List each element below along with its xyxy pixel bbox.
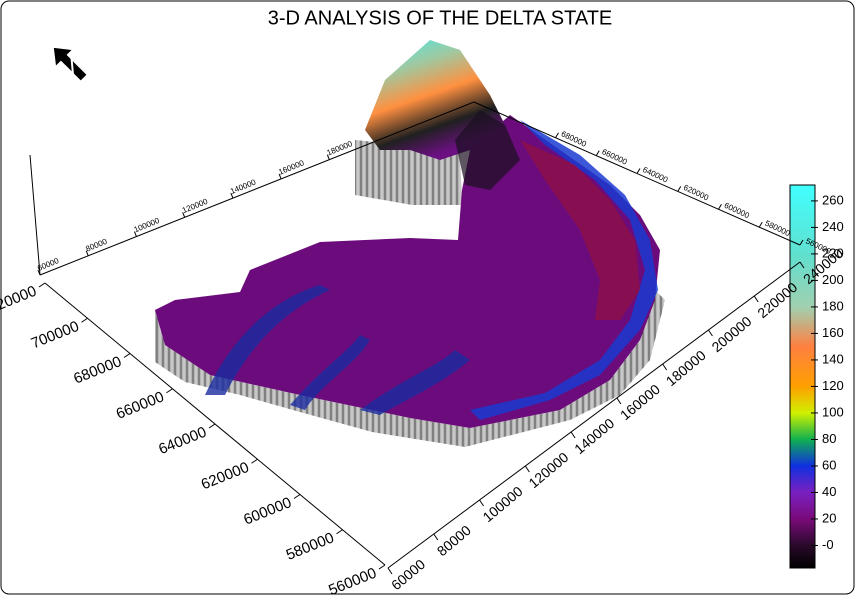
tick-mark <box>758 221 763 228</box>
river <box>290 335 370 410</box>
colorbar-tick-label: 80 <box>822 431 836 446</box>
tick-mark <box>81 317 88 323</box>
tick-mark <box>616 397 622 405</box>
colorbar-tick-label: 160 <box>822 325 844 340</box>
tick-mark <box>123 353 131 358</box>
tick-mark <box>753 295 759 303</box>
colorbar <box>789 184 816 569</box>
tick-mark <box>677 186 682 192</box>
colorbar-tick-label: 120 <box>822 378 844 393</box>
colorbar-tick-label: 40 <box>822 484 836 499</box>
tick-mark <box>293 494 301 499</box>
x-axis-back <box>39 101 475 276</box>
tick-mark <box>799 239 804 246</box>
coast-water <box>470 120 658 420</box>
tick-mark <box>85 250 89 256</box>
colorbar-tick-label: 180 <box>822 298 844 313</box>
colorbar-tick-label: 240 <box>822 219 844 234</box>
tick-mark <box>182 212 186 218</box>
river <box>205 285 330 395</box>
north-arrow <box>53 47 87 81</box>
tick-mark <box>570 431 576 439</box>
colorbar-tick-label: 200 <box>822 272 844 287</box>
right-wall <box>465 290 665 447</box>
tick-mark <box>524 465 530 473</box>
high-zone <box>520 140 640 320</box>
tick-mark <box>708 329 713 337</box>
tick-mark <box>251 458 258 464</box>
tick-mark <box>555 132 559 139</box>
tick-mark <box>133 231 137 237</box>
z-axis <box>29 154 41 276</box>
x-axis <box>387 261 801 569</box>
chart-title: 3-D ANALYSIS OF THE DELTA STATE <box>268 7 613 29</box>
tick-mark <box>718 203 722 210</box>
tick-mark <box>326 154 330 160</box>
tick-mark <box>479 499 484 507</box>
tick-mark <box>433 533 439 541</box>
tick-mark <box>378 564 386 570</box>
river <box>360 350 470 415</box>
tick-mark <box>636 168 641 174</box>
tick-mark <box>336 529 343 535</box>
colorbar-tick-label: 140 <box>822 351 844 366</box>
tick-mark <box>38 282 46 288</box>
tick-mark <box>799 261 805 269</box>
tick-mark <box>387 567 393 575</box>
peak-shadow <box>455 110 520 190</box>
tick-mark <box>230 192 234 199</box>
colorbar-tick-label: 20 <box>822 510 836 525</box>
tick-mark <box>166 388 173 394</box>
colorbar-tick-label: -0 <box>822 537 834 552</box>
colorbar-tick-label: 260 <box>822 192 844 207</box>
tick-mark <box>662 363 668 371</box>
terrain <box>155 40 665 447</box>
tick-mark <box>208 423 216 429</box>
tick-mark <box>37 269 41 276</box>
tick-mark <box>278 173 282 180</box>
colorbar-tick-label: 220 <box>822 245 844 260</box>
surface <box>155 115 660 428</box>
tick-mark <box>595 150 600 156</box>
colorbar-tick-label: 60 <box>822 457 836 472</box>
colorbar-tick-label: 100 <box>822 404 844 419</box>
